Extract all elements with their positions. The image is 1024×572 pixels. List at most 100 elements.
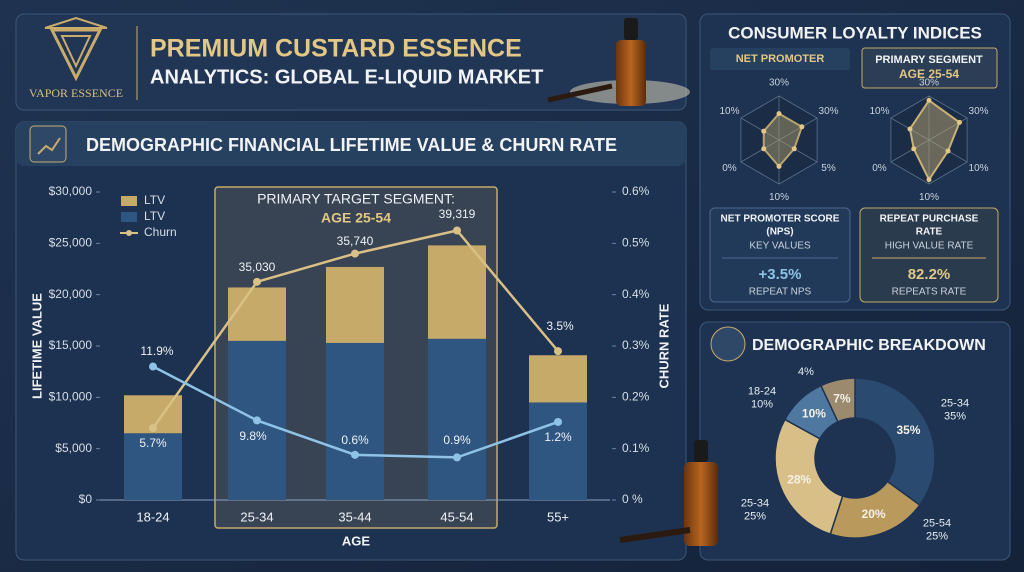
annotation: 0.6% <box>341 433 369 447</box>
radar-spoke-label: 5% <box>821 163 836 174</box>
bar-segment <box>228 287 286 341</box>
y-tick-label: $0 <box>79 492 93 506</box>
radar-point <box>776 163 782 169</box>
page-title: PREMIUM CUSTARD ESSENCE <box>150 35 522 63</box>
radar-spoke-label: 0% <box>872 163 887 174</box>
slice-label: 28% <box>787 472 811 486</box>
slice-callout: 10% <box>751 398 773 410</box>
card-title: (NPS) <box>766 227 793 238</box>
line-point <box>253 416 261 425</box>
annotation: 1.2% <box>544 430 572 444</box>
donut-slice <box>854 377 936 507</box>
page-subtitle: ANALYTICS: GLOBAL E-LIQUID MARKET <box>150 66 543 88</box>
card-title: RATE <box>916 227 943 238</box>
line-point <box>453 453 461 462</box>
radar-point <box>761 146 767 152</box>
radar-point <box>791 146 797 152</box>
y-tick-label: $30,000 <box>49 184 93 198</box>
brand: VAPOR ESSENCE <box>29 86 123 100</box>
line-point <box>554 347 562 356</box>
slice-label: 10% <box>802 406 826 420</box>
slice-callout: 25-54 <box>923 517 951 529</box>
legend-swatch <box>126 230 132 236</box>
card-caption: REPEAT NPS <box>749 287 812 298</box>
y2-tick-label: 0.3% <box>622 338 650 352</box>
chart-title: DEMOGRAPHIC FINANCIAL LIFETIME VALUE & C… <box>86 135 617 155</box>
header-panel <box>15 13 687 111</box>
card-label: KEY VALUES <box>749 241 811 252</box>
radar-title-box <box>861 47 998 89</box>
slice-callout: 18-24 <box>748 385 776 397</box>
card-label: HIGH VALUE RATE <box>885 241 974 252</box>
bar-segment <box>529 355 587 403</box>
radar-spoke-label: 30% <box>769 77 789 88</box>
nps-card <box>709 207 851 303</box>
radar-point <box>956 119 962 125</box>
loyalty-title: CONSUMER LOYALTY INDICES <box>728 23 982 42</box>
radar-point <box>776 111 782 117</box>
radar-spoke-label: 30% <box>819 106 839 117</box>
card-value: 82.2% <box>908 266 951 283</box>
slice-callout: 25% <box>926 530 948 542</box>
donut-slice <box>774 418 844 536</box>
slice-callout: 25-34 <box>741 497 769 509</box>
logo <box>44 16 108 82</box>
highlight-subtitle: AGE 25-54 <box>321 210 391 226</box>
legend-swatch <box>121 196 137 206</box>
y2-tick-label: 0.6% <box>622 184 650 198</box>
radar-spoke-label: 10% <box>769 192 789 203</box>
y-tick-label: $5,000 <box>55 441 92 455</box>
breakdown-title: DEMOGRAPHIC BREAKDOWN <box>752 337 986 354</box>
radar-spoke-label: 10% <box>919 192 939 203</box>
x-tick-label: 35-44 <box>338 509 371 524</box>
legend-swatch <box>121 212 137 222</box>
radar-spoke <box>740 139 780 163</box>
bar-segment <box>529 402 587 500</box>
radar-spoke <box>740 117 780 141</box>
x-tick-label: 25-34 <box>240 509 273 524</box>
radar-spoke-label: 10% <box>969 163 989 174</box>
radar-point <box>911 146 917 152</box>
chart-icon <box>29 125 67 163</box>
annotation: 11.9% <box>140 344 173 358</box>
y2-axis-label: CHURN RATE <box>656 303 671 388</box>
line-point <box>351 249 359 258</box>
y-tick-label: $10,000 <box>49 390 93 404</box>
bar-segment <box>428 245 486 339</box>
bottle-decoration <box>547 18 690 106</box>
line-point <box>453 226 461 235</box>
card-title: REPEAT PURCHASE <box>880 214 979 225</box>
slice-label: 35% <box>896 423 920 437</box>
slice-callout: 25% <box>744 510 766 522</box>
annotation: 3.5% <box>546 319 574 333</box>
radar-spoke-label: 30% <box>919 77 939 88</box>
chart-icon-line <box>37 137 61 155</box>
slice-callout: 4% <box>798 366 814 378</box>
slice-label: 7% <box>833 392 851 406</box>
card-caption: REPEATS RATE <box>892 287 967 298</box>
line-point <box>554 417 562 426</box>
card-value: +3.5% <box>759 266 802 283</box>
annotation: 39,319 <box>439 207 476 221</box>
radar-spoke <box>890 139 930 163</box>
y-tick-label: $20,000 <box>49 287 93 301</box>
radar-point <box>945 148 951 154</box>
radar-spoke-label: 0% <box>722 163 737 174</box>
x-tick-label: 18-24 <box>136 509 169 524</box>
y-tick-label: $25,000 <box>49 236 93 250</box>
radar-spoke-label: 10% <box>869 106 889 117</box>
breakdown-icon <box>710 326 746 362</box>
radar-point <box>799 124 805 130</box>
annotation: 35,740 <box>337 234 374 248</box>
radar-spoke <box>778 117 818 141</box>
radar-spoke <box>778 139 818 163</box>
repeat-card <box>859 207 999 303</box>
y2-tick-label: 0 % <box>622 492 643 506</box>
bar-segment <box>326 266 384 343</box>
bar-segment <box>428 338 486 500</box>
x-axis-label: AGE <box>342 533 371 548</box>
radar-title-box <box>710 48 850 70</box>
legend-label: LTV <box>144 209 165 223</box>
y2-tick-label: 0.2% <box>622 390 650 404</box>
